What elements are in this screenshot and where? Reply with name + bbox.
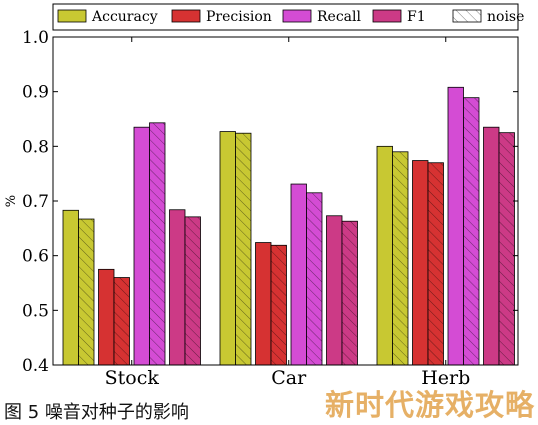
bar-accuracy-stock <box>62 209 79 366</box>
bar-hatch <box>392 151 408 365</box>
x-tick-label: Car <box>271 367 307 389</box>
y-tick-label: 0.7 <box>22 192 49 212</box>
legend-swatch <box>372 9 402 23</box>
x-tick-label: Herb <box>421 367 470 389</box>
legend-label: Recall <box>317 9 361 25</box>
bar-recall-stock <box>133 126 150 366</box>
bar-recall-herb <box>447 86 464 366</box>
bar-accuracy-car <box>219 131 236 366</box>
y-tick-label: 0.9 <box>22 83 49 103</box>
bar-hatch <box>149 122 165 366</box>
bar-hatch <box>342 221 358 365</box>
bar-hatch <box>185 216 201 365</box>
y-tick-label: 1.0 <box>22 28 49 48</box>
bar-precision-herb <box>412 160 429 366</box>
y-axis-label: % <box>4 195 19 207</box>
watermark: 新时代游戏攻略 <box>325 388 536 422</box>
bar-f1-car <box>326 215 343 366</box>
legend-swatch <box>57 9 87 23</box>
figure-caption: 图 5 噪音对种子的影响 <box>4 402 189 423</box>
legend-swatch <box>171 9 201 23</box>
x-tick-label: Stock <box>105 367 160 389</box>
bar-f1-stock <box>169 209 186 366</box>
x-axis-ticks: Stock Car Herb <box>105 37 470 389</box>
legend-label: Precision <box>206 9 272 25</box>
plot-frame <box>52 36 519 366</box>
y-tick-label: 0.8 <box>22 137 49 157</box>
bar-recall-car <box>290 183 307 366</box>
bar-hatch <box>428 162 444 365</box>
bar-accuracy-herb <box>376 145 393 366</box>
bar-precision-stock <box>98 268 115 366</box>
y-axis-ticks: 0.4 0.5 0.6 0.7 0.8 0.9 1.0 <box>22 28 518 376</box>
legend: Accuracy Precision Recall F1 noise <box>52 3 524 31</box>
bar-hatch <box>114 277 130 365</box>
bar-hatch <box>235 133 251 365</box>
bar-hatch <box>499 132 515 365</box>
y-tick-label: 0.5 <box>22 301 49 321</box>
bar-hatch <box>271 245 287 365</box>
bar-f1-herb <box>483 126 500 366</box>
legend-label: noise <box>487 9 524 25</box>
y-tick-label: 0.6 <box>22 247 49 267</box>
bar-hatch <box>463 97 479 366</box>
legend-label: Accuracy <box>91 9 158 25</box>
y-tick-label: 0.4 <box>22 356 49 376</box>
bar-hatch <box>306 192 322 365</box>
legend-label: F1 <box>407 9 426 25</box>
legend-swatch-hatch <box>453 10 481 22</box>
bar-precision-car <box>255 242 272 366</box>
bars-layer <box>62 86 515 366</box>
bar-hatch <box>78 219 94 365</box>
legend-swatch <box>282 9 312 23</box>
